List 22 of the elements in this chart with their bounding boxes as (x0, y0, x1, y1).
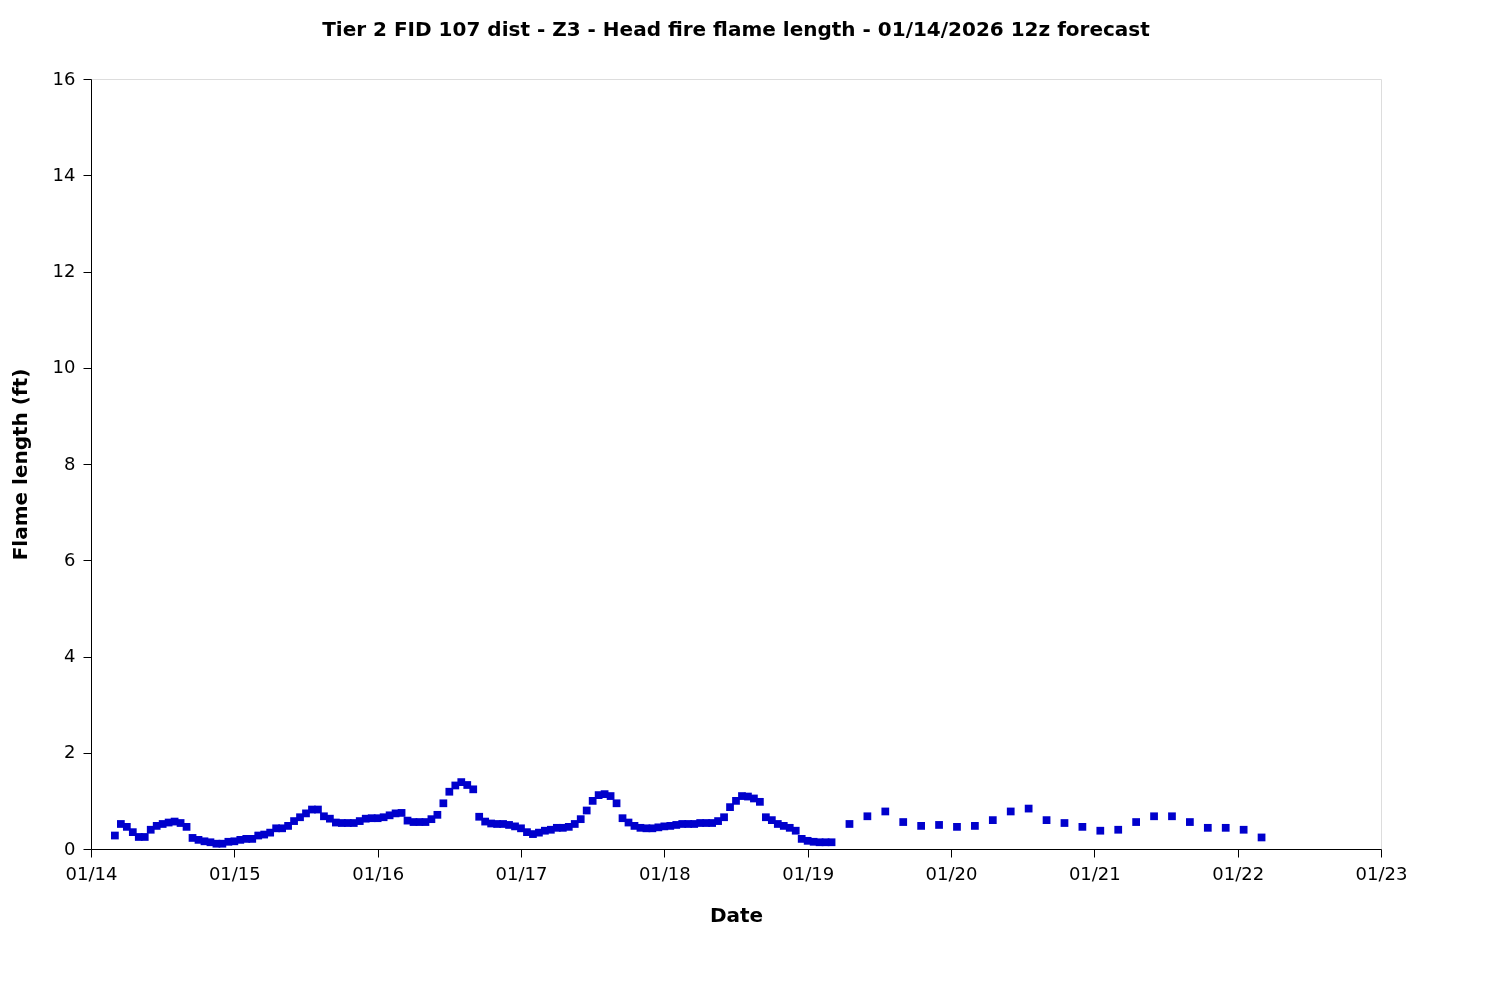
y-tick-label: 14 (52, 163, 76, 185)
x-tick-label: 01/18 (638, 862, 691, 884)
x-tick-label: 01/23 (1355, 862, 1408, 884)
chart-title: Tier 2 FID 107 dist - Z3 - Head fire flame length - 01/14/2026 12z forecast (322, 17, 1151, 41)
y-tick-label: 0 (64, 837, 76, 859)
x-tick-label: 01/19 (782, 862, 835, 884)
y-tick-label: 2 (64, 741, 76, 763)
x-tick-label: 01/14 (65, 862, 118, 884)
y-tick-label: 12 (52, 260, 76, 281)
x-axis-title: Date (709, 902, 764, 927)
y-tick-label: 4 (64, 645, 76, 666)
x-tick-label: 01/21 (1068, 862, 1121, 884)
y-tick-label: 10 (52, 356, 76, 378)
x-tick-label: 01/20 (925, 862, 978, 884)
y-tick-label: 16 (52, 67, 76, 89)
y-tick-label: 6 (64, 548, 76, 570)
x-tick-label: 01/16 (352, 862, 405, 884)
x-tick-label: 01/15 (208, 862, 261, 884)
x-tick-label: 01/22 (1212, 862, 1265, 884)
y-tick-label: 8 (64, 452, 76, 474)
y-axis-title: Flame length (ft) (7, 368, 32, 561)
x-tick-label: 01/17 (495, 862, 548, 884)
